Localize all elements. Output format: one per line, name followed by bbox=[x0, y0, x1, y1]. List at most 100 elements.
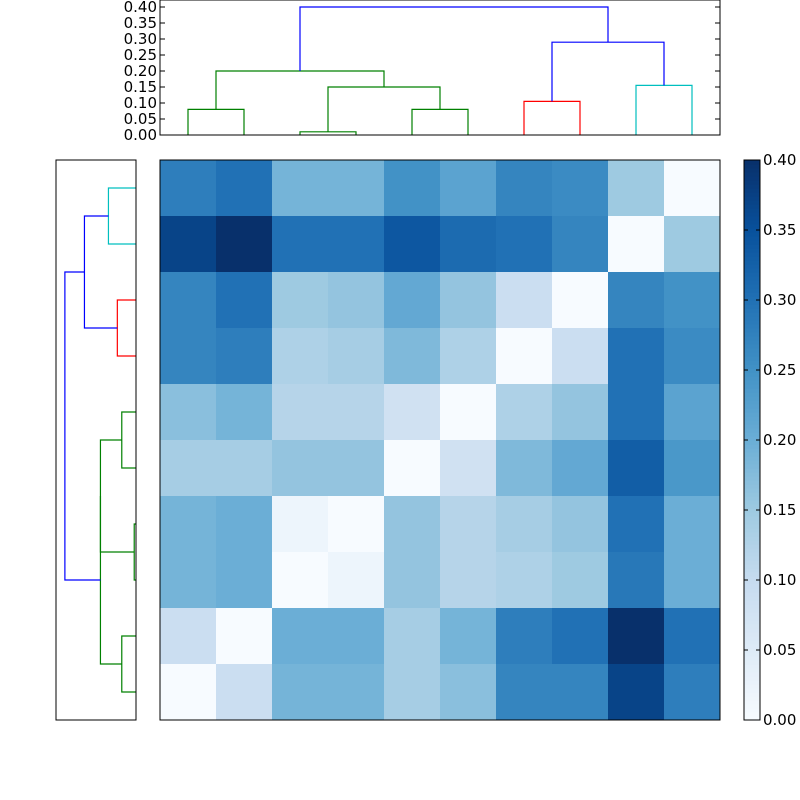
colorbar-segment bbox=[744, 648, 760, 653]
top-dendrogram-tick-label: 0.30 bbox=[124, 30, 157, 48]
colorbar-segment bbox=[744, 264, 760, 269]
heatmap-cell bbox=[664, 552, 721, 609]
colorbar-tick-label: 0.35 bbox=[763, 221, 796, 239]
heatmap-cell bbox=[216, 384, 273, 441]
colorbar-segment bbox=[744, 208, 760, 213]
heatmap-cell bbox=[272, 440, 329, 497]
colorbar-segment bbox=[744, 364, 760, 369]
colorbar-segment bbox=[744, 580, 760, 585]
top-dendrogram-link bbox=[523, 100, 581, 135]
colorbar-segment bbox=[744, 340, 760, 345]
left-dendrogram-link bbox=[64, 271, 101, 581]
colorbar-segment bbox=[744, 228, 760, 233]
heatmap-cell bbox=[552, 552, 609, 609]
colorbar-segment bbox=[744, 372, 760, 377]
top-dendrogram-tick-label: 0.00 bbox=[124, 126, 157, 144]
top-dendrogram-link bbox=[187, 108, 245, 135]
colorbar-segment bbox=[744, 328, 760, 333]
heatmap-cell bbox=[216, 664, 273, 721]
heatmap-cell bbox=[216, 272, 273, 329]
colorbar-segment bbox=[744, 324, 760, 329]
heatmap-cell bbox=[496, 384, 553, 441]
colorbar-segment bbox=[744, 444, 760, 449]
colorbar-segment bbox=[744, 428, 760, 433]
heatmap-cell bbox=[160, 552, 217, 609]
colorbar-segment bbox=[744, 316, 760, 321]
colorbar-tick-label: 0.05 bbox=[763, 641, 796, 659]
colorbar-segment bbox=[744, 560, 760, 565]
colorbar-segment bbox=[744, 668, 760, 673]
colorbar-segment bbox=[744, 180, 760, 185]
heatmap-cell bbox=[328, 384, 385, 441]
heatmap-cell bbox=[272, 216, 329, 273]
colorbar-segment bbox=[744, 300, 760, 305]
heatmap-cell bbox=[216, 440, 273, 497]
heatmap-cell bbox=[160, 160, 217, 217]
colorbar-segment bbox=[744, 464, 760, 469]
heatmap bbox=[159, 159, 721, 721]
colorbar-segment bbox=[744, 356, 760, 361]
heatmap-cell bbox=[216, 328, 273, 385]
colorbar-segment bbox=[744, 184, 760, 189]
heatmap-cell bbox=[328, 160, 385, 217]
heatmap-cell bbox=[496, 160, 553, 217]
top-dendrogram-link bbox=[411, 108, 469, 135]
heatmap-cell bbox=[328, 440, 385, 497]
heatmap-cell bbox=[160, 608, 217, 665]
left-dendrogram-link bbox=[121, 411, 136, 469]
colorbar-segment bbox=[744, 552, 760, 557]
heatmap-cell bbox=[552, 328, 609, 385]
colorbar-segment bbox=[744, 344, 760, 349]
colorbar-segment bbox=[744, 460, 760, 465]
colorbar-segment bbox=[744, 472, 760, 477]
colorbar-segment bbox=[744, 388, 760, 393]
left-dendrogram-link bbox=[116, 299, 136, 357]
colorbar-segment bbox=[744, 588, 760, 593]
heatmap-cell bbox=[440, 552, 497, 609]
colorbar-segment bbox=[744, 352, 760, 357]
heatmap-cell bbox=[216, 216, 273, 273]
colorbar-segment bbox=[744, 292, 760, 297]
colorbar-segment bbox=[744, 688, 760, 693]
colorbar-segment bbox=[744, 220, 760, 225]
heatmap-cell bbox=[384, 440, 441, 497]
heatmap-cell bbox=[440, 160, 497, 217]
heatmap-cell bbox=[664, 496, 721, 553]
colorbar-segment bbox=[744, 664, 760, 669]
colorbar-segment bbox=[744, 612, 760, 617]
heatmap-cell bbox=[440, 272, 497, 329]
colorbar-segment bbox=[744, 248, 760, 253]
colorbar-segment bbox=[744, 216, 760, 221]
colorbar-segment bbox=[744, 368, 760, 373]
heatmap-cell bbox=[160, 216, 217, 273]
colorbar-segment bbox=[744, 420, 760, 425]
colorbar-segment bbox=[744, 308, 760, 313]
colorbar-segment bbox=[744, 540, 760, 545]
heatmap-cell bbox=[384, 552, 441, 609]
heatmap-cell bbox=[384, 272, 441, 329]
colorbar-segment bbox=[744, 336, 760, 341]
colorbar-segment bbox=[744, 576, 760, 581]
heatmap-cell bbox=[496, 608, 553, 665]
colorbar-segment bbox=[744, 204, 760, 209]
heatmap-cell bbox=[496, 496, 553, 553]
colorbar-segment bbox=[744, 380, 760, 385]
heatmap-cell bbox=[664, 664, 721, 721]
colorbar-tick-label: 0.40 bbox=[763, 151, 796, 169]
colorbar-segment bbox=[744, 252, 760, 257]
colorbar-segment bbox=[744, 200, 760, 205]
heatmap-cell bbox=[160, 272, 217, 329]
colorbar-segment bbox=[744, 288, 760, 293]
colorbar-segment bbox=[744, 632, 760, 637]
colorbar-segment bbox=[744, 704, 760, 709]
colorbar-segment bbox=[744, 500, 760, 505]
heatmap-cell bbox=[664, 216, 721, 273]
heatmap-cell bbox=[272, 328, 329, 385]
heatmap-cell bbox=[664, 160, 721, 217]
colorbar-segment bbox=[744, 564, 760, 569]
top-dendrogram-link bbox=[635, 84, 693, 135]
colorbar-segment bbox=[744, 692, 760, 697]
colorbar-segment bbox=[744, 656, 760, 661]
heatmap-cell bbox=[440, 328, 497, 385]
